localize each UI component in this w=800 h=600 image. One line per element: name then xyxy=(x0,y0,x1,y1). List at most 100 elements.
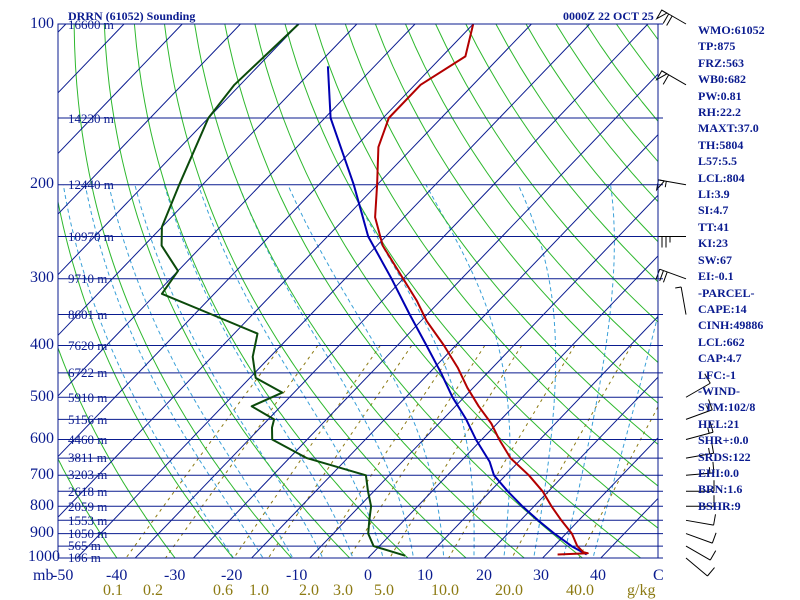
wind-barb-half-flag xyxy=(664,181,667,188)
pressure-tick-label: 800 xyxy=(30,497,54,514)
temperature-trace xyxy=(374,24,589,556)
moist-adiabats xyxy=(62,184,658,558)
mixing-ratio-tick-label: 5.0 xyxy=(374,582,394,599)
wind-barb-pennant xyxy=(655,9,668,20)
dry-adiabat-line xyxy=(254,24,642,558)
mixing-ratio-line xyxy=(511,345,632,558)
wind-barbs xyxy=(655,9,717,577)
height-label: 2059 m xyxy=(68,499,108,514)
dry-adiabat-line xyxy=(374,24,658,404)
wind-barb-flag xyxy=(713,514,716,526)
wind-barb-staff xyxy=(685,519,714,526)
dry-adiabat-line xyxy=(58,457,118,558)
wind-barb-staff xyxy=(659,268,687,280)
pressure-tick-label: 200 xyxy=(30,175,54,192)
wind-barb xyxy=(686,480,715,492)
mixing-ratio-line xyxy=(448,345,576,558)
sidebar-item: LI:3.9 xyxy=(698,187,730,202)
isotherm-line xyxy=(58,24,358,337)
dry-adiabat-line xyxy=(73,24,293,558)
wind-barb-flag xyxy=(708,399,713,410)
isotherm-line xyxy=(483,376,658,558)
sidebar-item: BSHR:9 xyxy=(698,498,741,513)
wind-barb-staff xyxy=(685,409,713,420)
wind-barb xyxy=(685,442,715,459)
sidebar-item: TP:875 xyxy=(698,39,736,54)
sidebar-item: TT:41 xyxy=(698,219,730,234)
mixing-ratio-tick-label: 1.0 xyxy=(249,582,269,599)
wind-barb-flag xyxy=(709,550,717,561)
isotherm-line xyxy=(76,24,591,558)
mixing-ratio-tick-label: 20.0 xyxy=(495,582,523,599)
wind-barb-staff xyxy=(685,452,714,459)
wind-barb-flag xyxy=(709,421,714,433)
sidebar-item: WMO:61052 xyxy=(698,23,765,37)
pressure-tick-label: 900 xyxy=(30,524,54,541)
temperature-tick-label: -30 xyxy=(164,567,186,584)
mixing-ratio-tick-label: 3.0 xyxy=(333,582,353,599)
moist-adiabat-line xyxy=(287,184,445,558)
isotherm-line xyxy=(367,255,658,558)
sidebar-item: CAP:4.7 xyxy=(698,351,742,366)
pressure-tick-label: 300 xyxy=(30,269,54,286)
wind-barb xyxy=(685,545,717,561)
isotherm-line xyxy=(58,24,241,215)
moist-adiabat-line xyxy=(134,184,324,558)
dry-adiabat-line xyxy=(58,346,176,558)
isotherm-line xyxy=(134,24,649,558)
height-label: 10970 m xyxy=(68,229,114,244)
sidebar-item: LCL:804 xyxy=(698,170,745,185)
wind-barb xyxy=(655,179,687,192)
wind-barb-half-flag xyxy=(708,447,711,455)
mixing-ratio-lines xyxy=(125,345,658,558)
moist-adiabat-line xyxy=(425,184,511,558)
temperature-tick-label: -50 xyxy=(52,567,74,584)
sidebar-item: RH:22.2 xyxy=(698,105,741,120)
mixing-ratio-line xyxy=(317,345,458,558)
moist-adiabat-line xyxy=(84,184,264,558)
height-label: 12440 m xyxy=(68,177,114,192)
dry-adiabat-line xyxy=(103,24,351,558)
wind-barb-flag xyxy=(711,442,715,454)
wind-barb xyxy=(685,532,717,544)
height-label: 7620 m xyxy=(68,338,108,353)
sidebar-item: L57:5.5 xyxy=(698,154,737,169)
isotherm-line xyxy=(58,24,300,276)
parcel-trace xyxy=(326,66,588,556)
sidebar-item: FRZ:563 xyxy=(698,55,744,70)
height-label: 9710 m xyxy=(68,271,108,286)
height-label: 106 m xyxy=(68,550,101,565)
wind-barb-flag xyxy=(666,15,673,26)
moist-adiabat-line xyxy=(62,184,234,558)
mixing-ratio-line xyxy=(578,405,658,558)
isotherm-line xyxy=(58,24,67,33)
sidebar-item: WB0:682 xyxy=(698,72,746,87)
height-label: 2618 m xyxy=(68,484,108,499)
height-label: 4460 m xyxy=(68,432,108,447)
sidebar-item: EHI:0.0 xyxy=(698,465,740,480)
sidebar-item: STM:102/8 xyxy=(698,400,756,415)
moist-adiabat-line xyxy=(197,184,384,558)
isotherm-line xyxy=(58,24,416,397)
wind-barb xyxy=(685,461,715,476)
height-label: 8601 m xyxy=(68,307,108,322)
station-title: DRRN (61052) Sounding xyxy=(68,9,196,23)
dewpoint-trace xyxy=(160,24,406,557)
sidebar-item: -WIND- xyxy=(698,383,740,398)
isotherm-line xyxy=(541,437,658,558)
wind-barb-staff xyxy=(685,545,711,561)
wind-barb xyxy=(685,373,711,398)
mixing-ratio-tick-label: 40.0 xyxy=(566,582,594,599)
dry-adiabat-line xyxy=(133,24,409,558)
wind-barb xyxy=(655,70,687,86)
wind-barb xyxy=(655,9,687,26)
pressure-tick-label: 600 xyxy=(30,430,54,447)
sidebar-item: EI:-0.1 xyxy=(698,269,734,284)
stability-indices-panel: WMO:61052 TP:875 FRZ:563 WB0:682 PW:0.81… xyxy=(698,22,798,514)
wind-barb xyxy=(685,514,716,526)
mixing-ratio-tick-label: 2.0 xyxy=(299,582,319,599)
temperature-tick-label: 40 xyxy=(590,567,606,584)
temperature-tick-label: 10 xyxy=(417,567,433,584)
wind-barb xyxy=(685,557,715,577)
